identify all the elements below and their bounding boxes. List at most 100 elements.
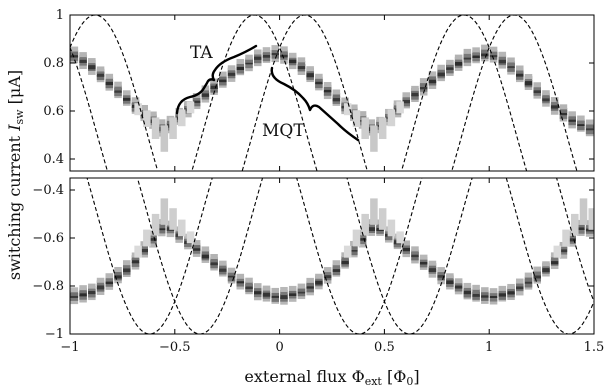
top-data-cell — [428, 83, 437, 89]
bottom-data-cell — [446, 281, 454, 287]
top-data-cell — [88, 69, 96, 75]
bottom-data-cell — [507, 283, 515, 289]
top-data-cell — [533, 88, 541, 94]
bottom-data-cell — [227, 267, 236, 273]
bottom-data-cell — [271, 287, 279, 293]
bottom-data-cell — [542, 271, 550, 277]
top-data-cell — [201, 97, 210, 103]
top-data-cell — [219, 71, 227, 77]
bottom-data-cell — [88, 292, 96, 298]
bottom-data-cell — [123, 263, 131, 269]
bottom-data-cell — [166, 232, 175, 238]
top-data-cell — [446, 64, 454, 70]
top-data-cell — [105, 76, 114, 82]
x-tick-label: 1.5 — [584, 340, 605, 355]
bottom-data-cell — [498, 294, 507, 300]
top-data-cell — [192, 104, 201, 110]
top-data-cell — [245, 66, 253, 72]
bottom-data-cell — [463, 282, 472, 288]
top-data-cell — [79, 54, 87, 60]
top-data-cell — [332, 89, 341, 95]
bottom-data-cell — [105, 276, 114, 282]
bottom-data-cell — [437, 272, 445, 278]
top-data-cell — [79, 57, 87, 63]
bottom-data-cell — [157, 231, 166, 237]
bottom-data-cell — [516, 281, 524, 287]
bottom-data-cell — [157, 228, 166, 234]
top-data-cell — [489, 46, 498, 52]
top-data-cell — [236, 68, 245, 74]
bottom-data-cell — [332, 260, 341, 266]
top-data-cell — [516, 74, 524, 80]
top-data-cell — [542, 101, 550, 107]
bottom-data-cell — [236, 284, 245, 290]
bottom-data-cell — [437, 267, 445, 273]
bottom-data-cell — [533, 270, 541, 276]
bottom-data-cell — [297, 286, 306, 292]
bottom-data-cell — [315, 279, 323, 285]
x-tick-label: 1 — [485, 340, 493, 355]
top-data-cell — [437, 67, 445, 73]
top-data-cell — [297, 61, 306, 67]
top-data-cell — [533, 93, 541, 99]
bottom-data-cell — [140, 252, 148, 258]
top-data-cell — [236, 65, 245, 71]
bottom-data-cell — [192, 245, 201, 251]
bottom-data-cell — [236, 273, 245, 279]
bottom-data-cell — [367, 230, 376, 236]
top-data-cell — [463, 61, 472, 67]
bottom-panel-frame — [69, 177, 595, 335]
top-data-cell — [507, 57, 515, 63]
top-data-cell — [227, 70, 236, 76]
bottom-data-cell — [315, 273, 323, 279]
bottom-data-cell — [210, 257, 218, 263]
x-tick-label: −0.5 — [159, 340, 191, 355]
bottom-data-cell — [323, 273, 332, 279]
bottom-data-cell — [585, 231, 594, 237]
bottom-data-cell — [70, 287, 79, 293]
bottom-data-cell — [227, 270, 236, 276]
bottom-data-cell — [533, 273, 541, 279]
bottom-data-cell — [96, 277, 105, 283]
bottom-data-cell — [332, 266, 341, 272]
bottom-smear-cell — [343, 245, 352, 258]
top-data-cell — [254, 61, 262, 67]
bottom-data-cell — [419, 254, 428, 260]
top-data-cell — [184, 112, 192, 118]
bottom-data-cell — [96, 289, 105, 295]
top-envelope-curve-b — [70, 15, 528, 171]
bottom-data-cell — [210, 260, 218, 266]
bottom-data-cell — [489, 299, 498, 305]
bottom-smear-cell — [178, 219, 186, 237]
top-data-cell — [402, 92, 410, 98]
top-data-cell — [550, 109, 559, 115]
top-data-cell — [114, 85, 122, 91]
bottom-data-cell — [96, 284, 105, 290]
bottom-data-cell — [280, 290, 288, 296]
bottom-data-cell — [245, 284, 253, 290]
bottom-data-cell — [463, 289, 472, 295]
bottom-data-cell — [437, 279, 445, 285]
bottom-data-cell — [105, 281, 114, 287]
ta-brace — [175, 44, 258, 115]
bottom-data-cell — [411, 255, 419, 261]
top-data-cell — [149, 114, 157, 120]
top-data-cell — [123, 95, 131, 101]
top-data-cell — [411, 94, 419, 100]
top-data-cell — [402, 101, 410, 107]
top-data-cell — [332, 93, 341, 99]
bottom-data-cell — [219, 269, 227, 275]
top-data-cell — [472, 50, 480, 56]
top-data-cell — [131, 99, 140, 105]
top-data-cell — [192, 95, 201, 101]
top-data-cell — [454, 54, 463, 60]
bottom-smear-cell — [160, 198, 169, 225]
bottom-data-cell — [79, 291, 87, 297]
top-data-cell — [105, 73, 114, 79]
top-data-cell — [524, 84, 533, 90]
bottom-data-cell — [419, 262, 428, 268]
bottom-data-cell — [393, 242, 402, 248]
top-data-cell — [70, 46, 79, 52]
bottom-data-cell — [516, 284, 524, 290]
bottom-data-cell — [280, 296, 288, 302]
